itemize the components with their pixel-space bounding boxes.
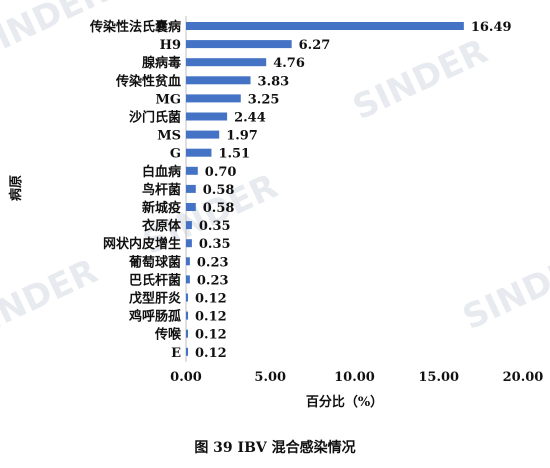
- value-label: 2.44: [234, 111, 266, 126]
- value-label: 6.27: [299, 38, 331, 53]
- bar-series: [186, 22, 464, 356]
- category-label: 网状内皮增生: [103, 236, 181, 252]
- value-label: 1.51: [218, 147, 250, 162]
- bar: [186, 184, 196, 193]
- bar: [186, 40, 292, 49]
- category-label: 腺病毒: [142, 55, 181, 71]
- category-label: 葡萄球菌: [128, 254, 181, 270]
- category-label: 传染性法氏囊病: [89, 19, 181, 35]
- value-label: 0.12: [195, 328, 227, 343]
- bar: [186, 130, 220, 139]
- category-label: 巴氏杆菌: [129, 272, 181, 288]
- value-label: 0.23: [197, 255, 229, 270]
- x-axis-title: 百分比（%）: [306, 394, 383, 410]
- x-tick-label: 5.00: [254, 370, 286, 385]
- category-label: MG: [156, 92, 182, 107]
- category-label: 戊型肝炎: [128, 291, 181, 307]
- value-label: 0.58: [203, 201, 235, 216]
- value-label: 0.23: [197, 273, 229, 288]
- bar: [186, 203, 196, 211]
- value-labels: 16.49 6.27 4.76 3.83 3.25 2.44 1.97 1.51 0.70 0.5…: [195, 20, 512, 361]
- bar: [186, 275, 190, 284]
- bar: [186, 257, 190, 266]
- category-label: E: [171, 346, 181, 361]
- category-label: 传染性贫血: [115, 73, 181, 89]
- category-label: 传喉: [154, 327, 182, 343]
- bar: [186, 58, 267, 67]
- bar: [186, 239, 192, 248]
- bar: [186, 166, 198, 175]
- category-label: 新城疫: [142, 200, 181, 216]
- category-label: H9: [160, 38, 181, 53]
- bar: [186, 148, 212, 157]
- bar: [186, 221, 192, 230]
- value-label: 1.97: [226, 129, 258, 144]
- x-tick-labels: 0.00 5.00 10.00 15.00 20.00: [170, 370, 543, 385]
- bar: [186, 94, 241, 103]
- x-tick-label: 0.00: [170, 370, 202, 385]
- bar: [186, 347, 189, 356]
- bar: [186, 22, 464, 30]
- value-label: 0.70: [205, 165, 237, 180]
- category-label: 白血病: [142, 164, 181, 180]
- value-label: 0.35: [199, 237, 231, 252]
- bar: [186, 76, 251, 85]
- category-label: MS: [157, 129, 181, 144]
- figure-caption: 图 39 IBV 混合感染情况: [194, 440, 356, 456]
- watermark-logo: SINDER: [347, 31, 494, 128]
- bar: [186, 329, 189, 338]
- value-label: 0.12: [195, 346, 227, 361]
- value-label: 3.25: [248, 92, 280, 107]
- watermark-logo: SINDER: [457, 241, 550, 338]
- x-tick-label: 20.00: [503, 370, 544, 385]
- value-label: 3.83: [258, 74, 290, 89]
- category-label: 沙门氏菌: [129, 110, 181, 126]
- value-label: 4.76: [273, 56, 305, 71]
- bar: [186, 112, 228, 121]
- value-label: 0.58: [203, 183, 235, 198]
- value-label: 16.49: [471, 20, 512, 35]
- value-label: 0.35: [199, 219, 231, 234]
- bar: [186, 293, 189, 302]
- category-label: 衣原体: [142, 218, 182, 234]
- x-tick-label: 15.00: [418, 370, 459, 385]
- value-label: 0.12: [195, 292, 227, 307]
- value-label: 0.12: [195, 310, 227, 325]
- category-label: 鸟杆菌: [142, 182, 181, 198]
- watermark-logo: SINDER: [0, 251, 104, 348]
- category-label: G: [170, 147, 181, 162]
- bar: [186, 311, 189, 320]
- category-label: 鸡呼肠孤: [128, 309, 181, 325]
- y-axis-title: 病原: [8, 175, 24, 201]
- x-tick-label: 10.00: [334, 370, 375, 385]
